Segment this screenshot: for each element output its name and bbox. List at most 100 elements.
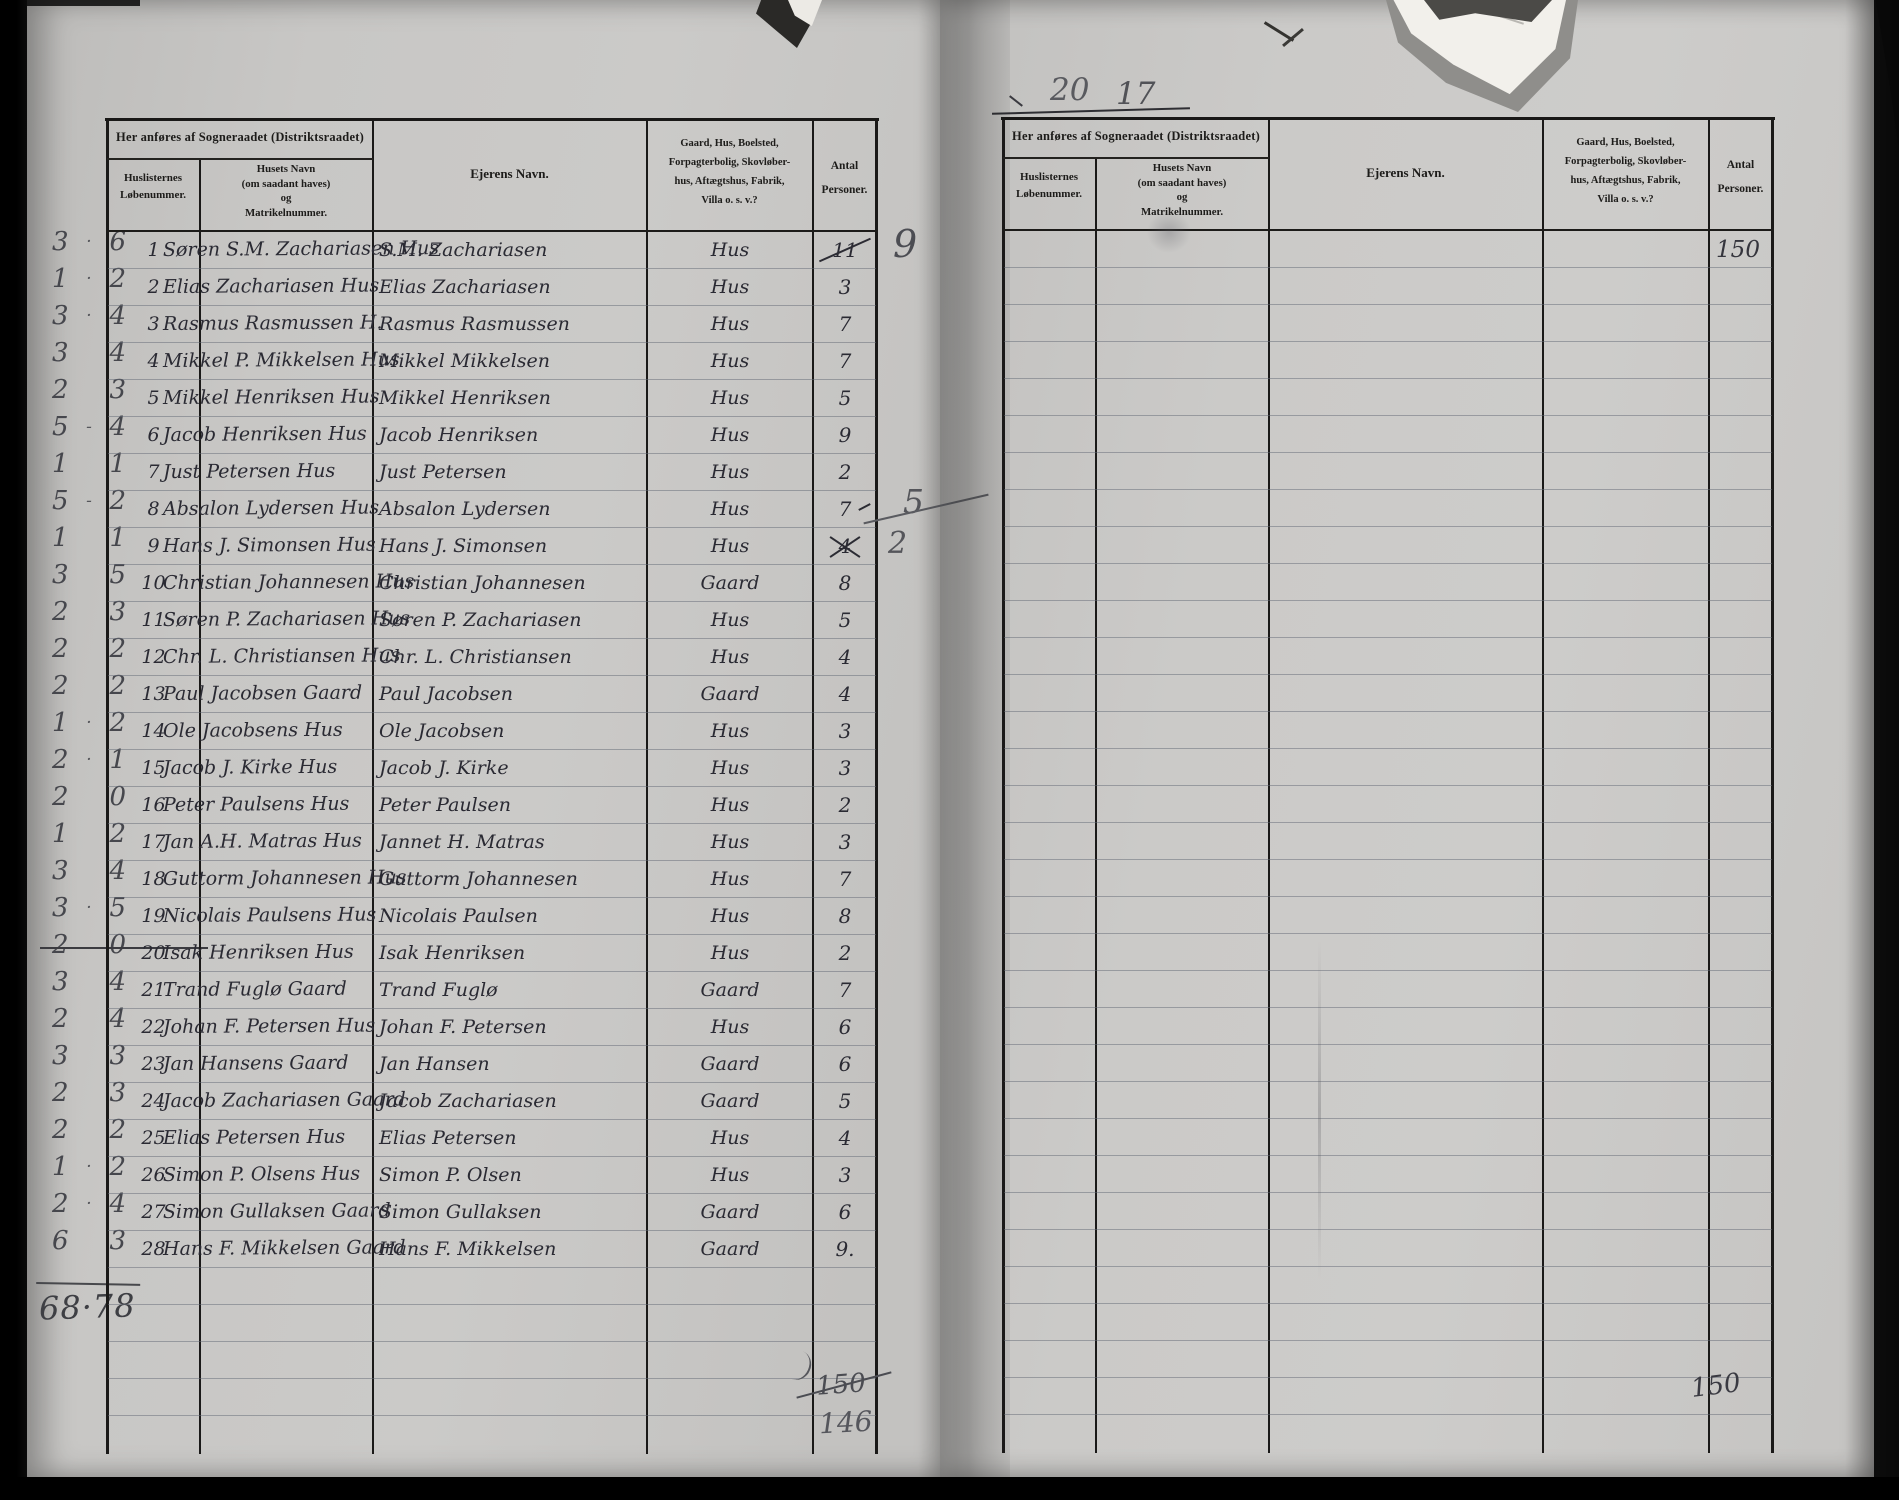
owner-name-entry: Hans J. Simonsen [379,535,548,557]
house-name-entry: Hans F. Mikkelsen Gaard [162,1236,406,1260]
house-name-entry: Søren P. Zachariasen Hus [162,607,411,631]
column-header-ejerens-navn: Ejerens Navn. [1366,165,1445,180]
table-border-top [1001,117,1775,120]
person-count-entry: 2 [838,460,852,484]
row-number: 19 [141,905,166,927]
dwelling-type-entry: Hus [710,720,750,742]
row-number: 24 [141,1090,166,1112]
dwelling-type-entry: Hus [710,387,750,409]
person-count-entry: 4 [838,1126,852,1150]
tally-left-digit: 2 [52,1003,69,1034]
table-border-right [875,118,878,1454]
tally-left-digit: 2 [52,1114,69,1145]
person-count-entry: 5 [838,386,852,410]
tally-left-digit: 5 [52,485,69,516]
row-number: 4 [147,350,160,372]
dwelling-type-entry: Gaard [700,683,760,705]
house-name-entry: Guttorm Johannesen Hus [162,866,407,890]
header-line: Gaard, Hus, Boelsted, [1576,137,1675,148]
row-number: 20 [141,942,166,964]
person-count-entry: 6 [838,1200,852,1224]
census-row: 26 Simon P. Olsens Hus Simon P. Olsen Hus 3 [107,1157,877,1194]
dwelling-type-entry: Hus [710,239,750,261]
person-count-entry: 2 [838,793,852,817]
owner-name-entry: Simon Gullaksen [379,1201,542,1223]
person-count-entry: 6 [838,1052,852,1076]
dwelling-type-entry: Hus [710,942,750,964]
person-count-entry: 5 [838,608,852,632]
page-gutter-shadow [918,0,1010,1477]
house-name-entry: Elias Petersen Hus [162,1125,346,1149]
house-name-entry: Chr. L. Christiansen Hus [162,644,401,668]
column-header-sogneraadet: Her anføres af Sogneraadet (Distriktsraa… [1012,129,1260,143]
row-number: 11 [141,609,166,631]
header-bottom-border [1002,229,1774,231]
header-bottom-border [106,230,878,232]
header-line: Husets Navn [1152,162,1212,174]
dwelling-type-entry: Gaard [700,979,760,1001]
row-number: 22 [141,1016,166,1038]
right-census-table: Her anføres af Sogneraadet (Distriktsraa… [1001,117,1775,1453]
house-name-entry: Mikkel P. Mikkelsen Hus [162,348,400,372]
tally-left-digit: 3 [52,892,69,923]
census-row: 7 Just Petersen Hus Just Petersen Hus 2 [107,454,877,491]
tally-left-digit: 2 [52,633,69,664]
census-row: 16 Peter Paulsens Hus Peter Paulsen Hus 2 [107,787,877,824]
census-row: 4 Mikkel P. Mikkelsen Hus Mikkel Mikkelsen… [107,343,877,380]
census-row: 5 Mikkel Henriksen Hus Mikkel Henriksen Hus… [107,380,877,417]
house-name-entry: Mikkel Henriksen Hus [162,385,380,409]
owner-name-entry: Jacob Henriksen [379,424,539,446]
left-census-table: Her anføres af Sogneraadet (Distriktsraa… [105,118,892,1454]
row-number: 1 [147,239,160,261]
tally-separator: · [86,268,92,289]
header-line: hus, Aftægtshus, Fabrik, [674,176,785,187]
scan-edge-dark [0,0,140,6]
ruled-lines [108,232,876,1452]
tally-left-digit: 5 [52,411,69,442]
row-number: 8 [147,498,160,520]
tally-left-digit: 3 [52,1040,69,1071]
header-line: Forpagterbolig, Skovløber- [1564,156,1687,167]
census-row: 12 Chr. L. Christiansen Hus Chr. L. Christ… [107,639,877,676]
person-count-entry: 4 [813,528,877,565]
row-number: 13 [141,683,166,705]
house-name-entry: Simon Gullaksen Gaard [162,1199,391,1223]
person-count-entry: 8 [838,904,852,928]
owner-name-entry: Jacob J. Kirke [379,757,509,779]
pencil-note-20: 20 [1050,72,1090,108]
census-row: 15 Jacob J. Kirke Hus Jacob J. Kirke Hus 3 [107,750,877,787]
column-header-antal-personer: Antal Personer. [813,154,876,202]
house-name-entry: Jacob Henriksen Hus [162,422,367,446]
tally-left-digit: 2 [52,929,69,960]
column-header-huslisternes: Huslisternes Løbenummer. [1003,169,1095,203]
person-count-entry: 4 [838,682,852,706]
torn-corner-edge [1424,0,1552,22]
row-number: 26 [141,1164,166,1186]
dwelling-type-entry: Hus [710,276,750,298]
census-row: 1 Søren S.M. Zachariasen Hus S.M. Zacharia… [107,232,877,269]
column-header-dwelling-type: Gaard, Hus, Boelsted, Forpagterbolig, Sk… [1543,133,1708,209]
table-border-left [1002,117,1005,1453]
row-number: 5 [147,387,160,409]
person-count-entry: 7 [838,312,852,336]
column-header-dwelling-type: Gaard, Hus, Boelsted, Forpagterbolig, Sk… [647,134,812,210]
census-row: 8 Absalon Lydersen Hus Absalon Lydersen Hus… [107,491,877,528]
row-number: 15 [141,757,166,779]
tally-left-digit: 2 [52,374,69,405]
house-name-entry: Ole Jacobsens Hus [162,718,343,742]
row-number: 23 [141,1053,166,1075]
header-line: Husets Navn [256,163,316,175]
house-name-entry: Trand Fuglø Gaard [162,977,347,1001]
owner-name-entry: Jacob Zachariasen [379,1090,557,1112]
tally-left-digit: 6 [52,1225,69,1256]
header-line: hus, Aftægtshus, Fabrik, [1570,175,1681,186]
person-count-entry: 3 [838,275,852,299]
dwelling-type-entry: Hus [710,831,750,853]
tally-separator: · [86,749,92,770]
header-line: Villa o. s. v.? [701,195,758,206]
owner-name-entry: Hans F. Mikkelsen [379,1238,557,1260]
person-count-entry: 3 [838,830,852,854]
row-number: 27 [141,1201,166,1223]
house-name-entry: Simon P. Olsens Hus [162,1162,361,1186]
